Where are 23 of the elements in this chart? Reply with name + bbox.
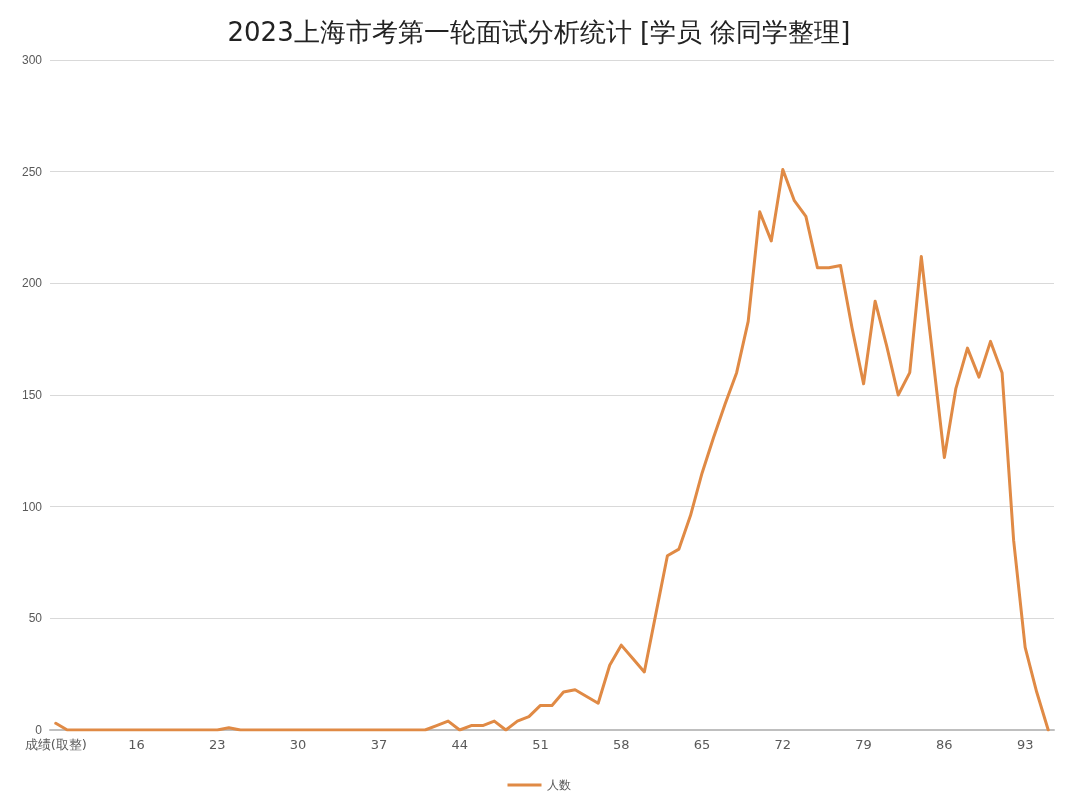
x-tick-label: 65 (693, 737, 711, 752)
y-tick-label: 100 (21, 499, 43, 514)
x-tick-label: 86 (936, 737, 953, 752)
legend-label: 人数 (546, 778, 571, 792)
x-tick-label: 23 (209, 737, 226, 752)
x-tick-label: 51 (532, 737, 549, 752)
x-tick-label: 72 (774, 737, 792, 752)
x-tick-label: 58 (612, 737, 630, 752)
line-series (54, 167, 1050, 732)
x-tick-label: 16 (128, 737, 145, 752)
x-tick-label: 93 (1016, 737, 1034, 752)
chart-title: 2023上海市考第一轮面试分析统计 [学员 徐同学整理] (227, 17, 851, 47)
y-tick-label: 0 (35, 723, 43, 737)
y-tick-label: 150 (21, 388, 43, 402)
x-tick-label: 30 (289, 737, 307, 752)
y-tick-label: 50 (28, 611, 43, 626)
y-tick-label: 250 (21, 164, 43, 179)
x-tick-label: 成绩(取整) (24, 737, 87, 752)
y-tick-label: 200 (21, 276, 43, 291)
x-tick-label: 37 (370, 737, 388, 752)
x-tick-label: 44 (451, 737, 468, 752)
x-tick-label: 79 (855, 737, 872, 752)
y-tick-label: 300 (21, 53, 43, 67)
